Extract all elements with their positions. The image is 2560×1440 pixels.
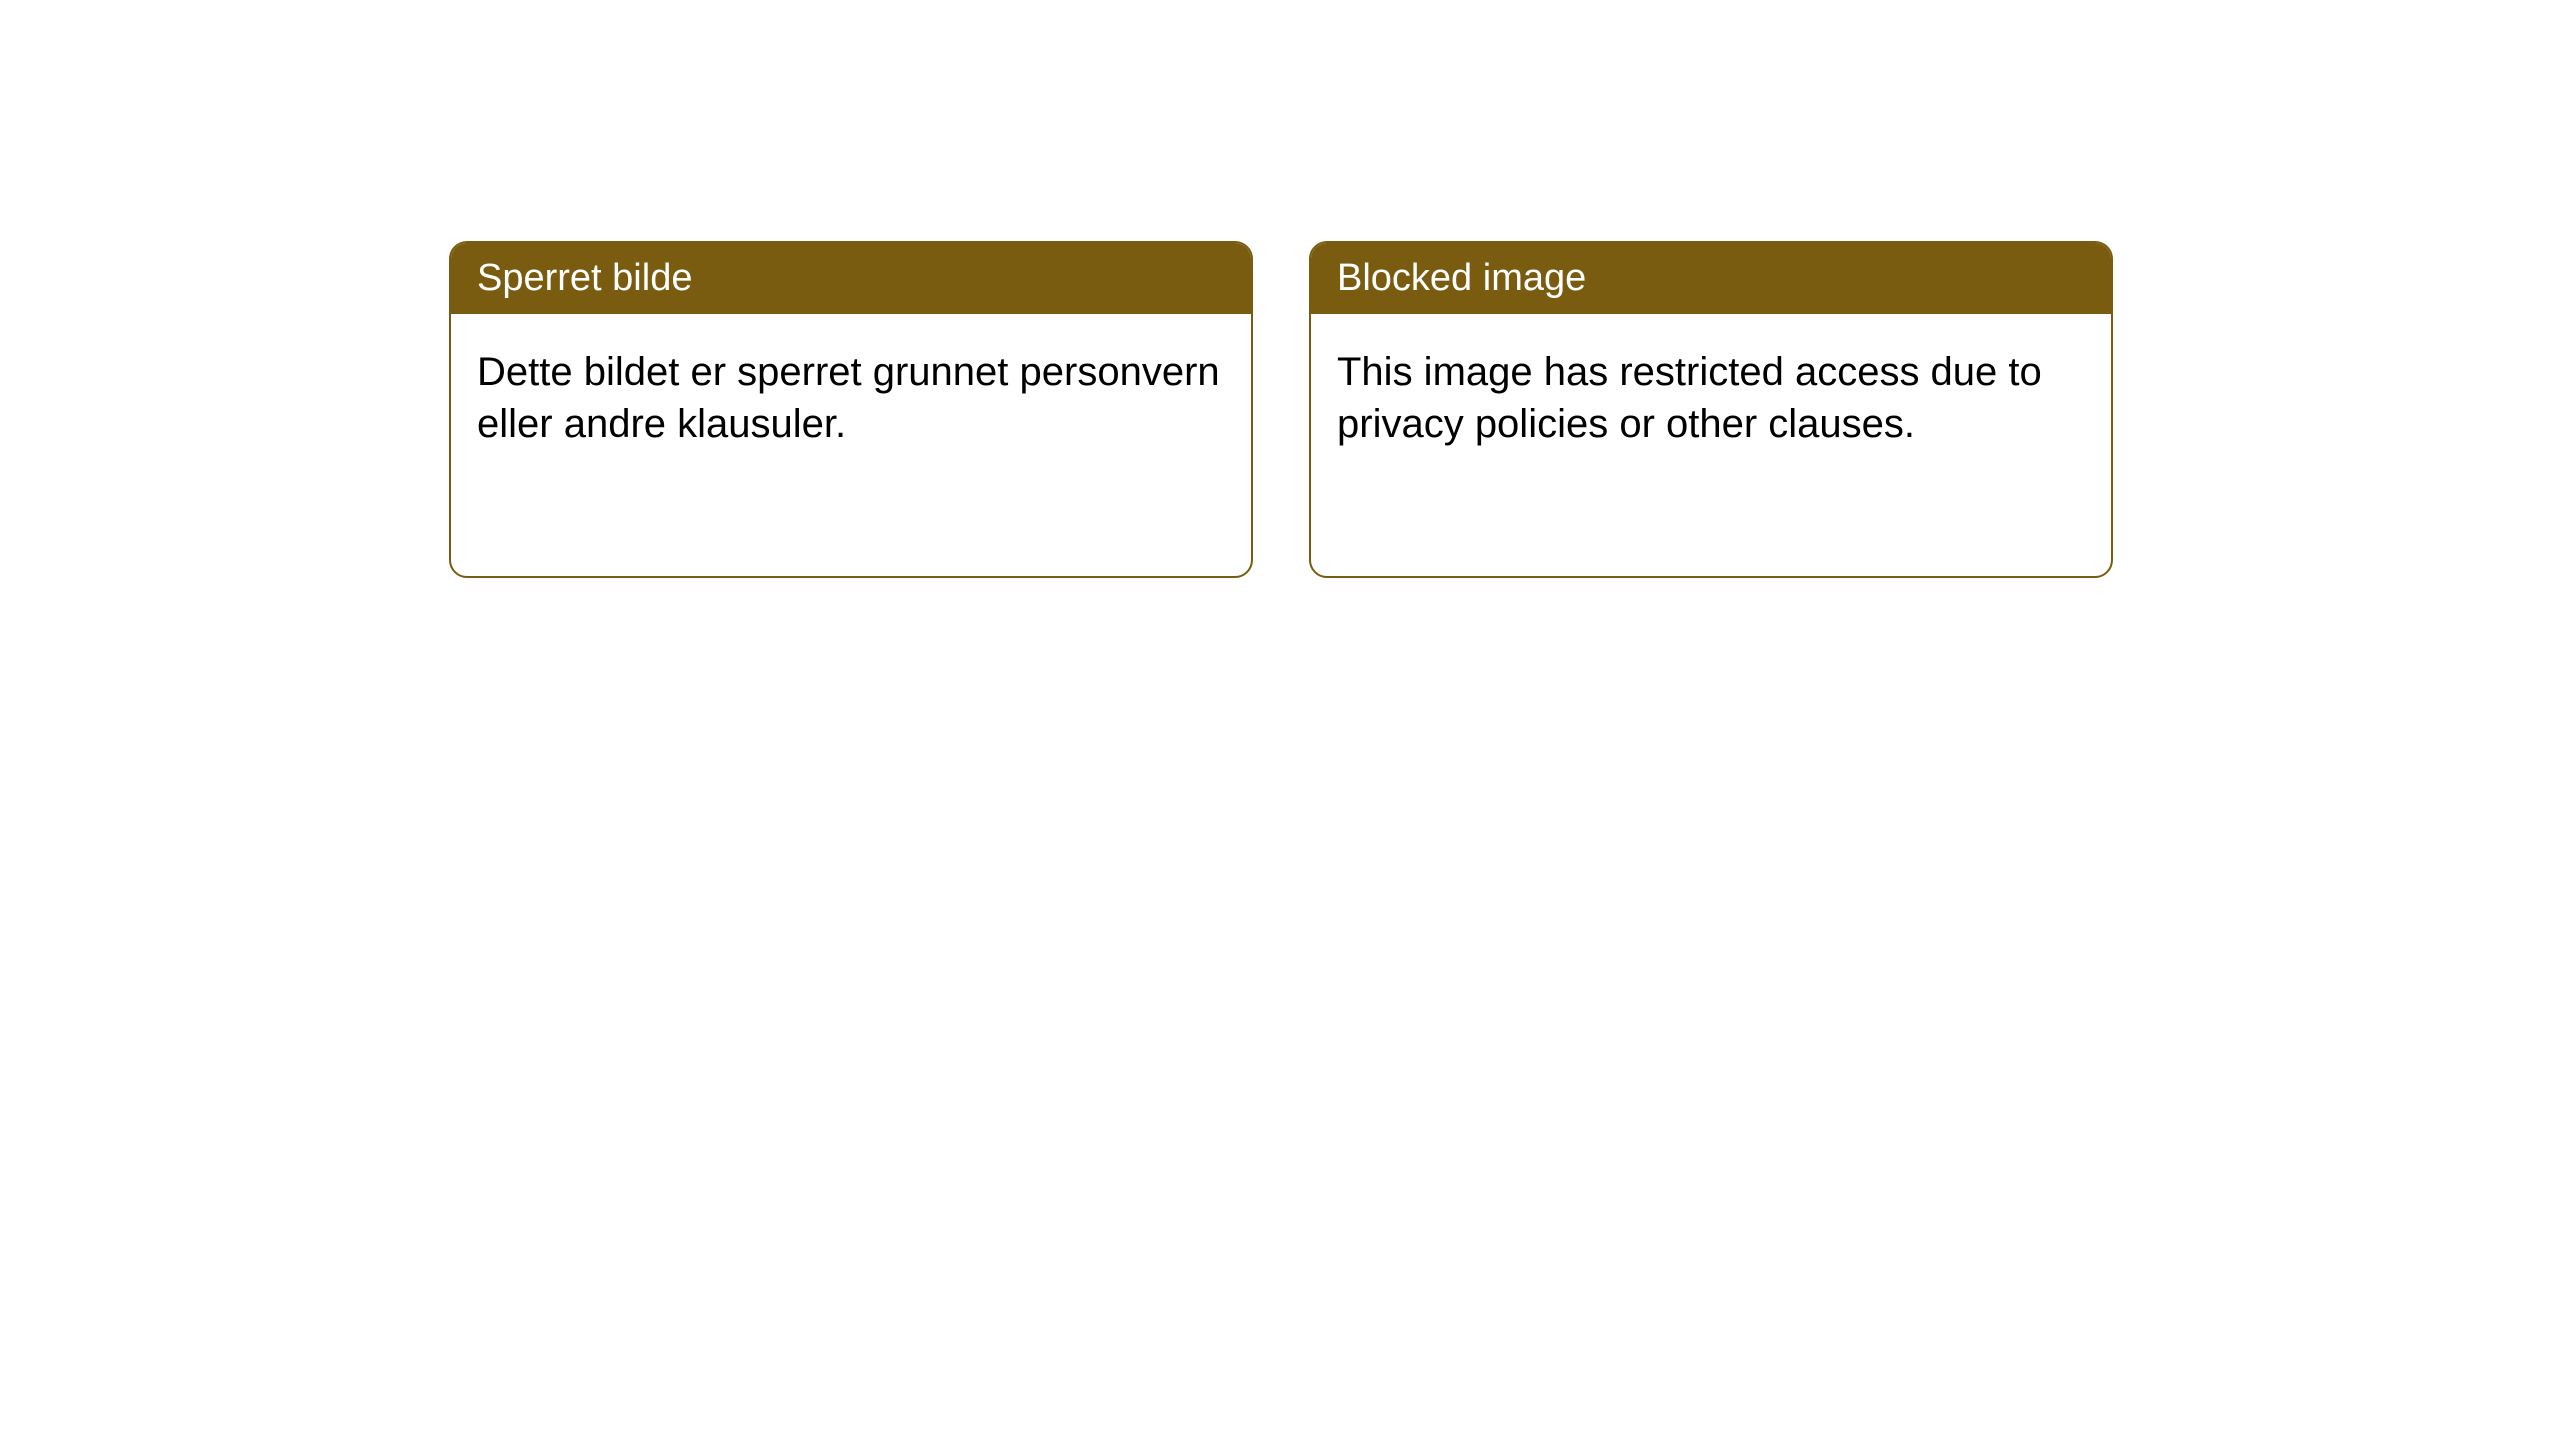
card-body-text: Dette bildet er sperret grunnet personve…: [477, 350, 1220, 446]
blocked-image-card-no: Sperret bilde Dette bildet er sperret gr…: [449, 241, 1253, 578]
card-body-text: This image has restricted access due to …: [1337, 350, 2042, 446]
card-body: This image has restricted access due to …: [1311, 314, 2111, 482]
card-header-text: Blocked image: [1337, 257, 1586, 299]
card-header: Blocked image: [1311, 243, 2111, 314]
card-body: Dette bildet er sperret grunnet personve…: [451, 314, 1251, 482]
card-header-text: Sperret bilde: [477, 257, 692, 299]
card-header: Sperret bilde: [451, 243, 1251, 314]
blocked-image-card-en: Blocked image This image has restricted …: [1309, 241, 2113, 578]
cards-container: Sperret bilde Dette bildet er sperret gr…: [449, 241, 2113, 578]
